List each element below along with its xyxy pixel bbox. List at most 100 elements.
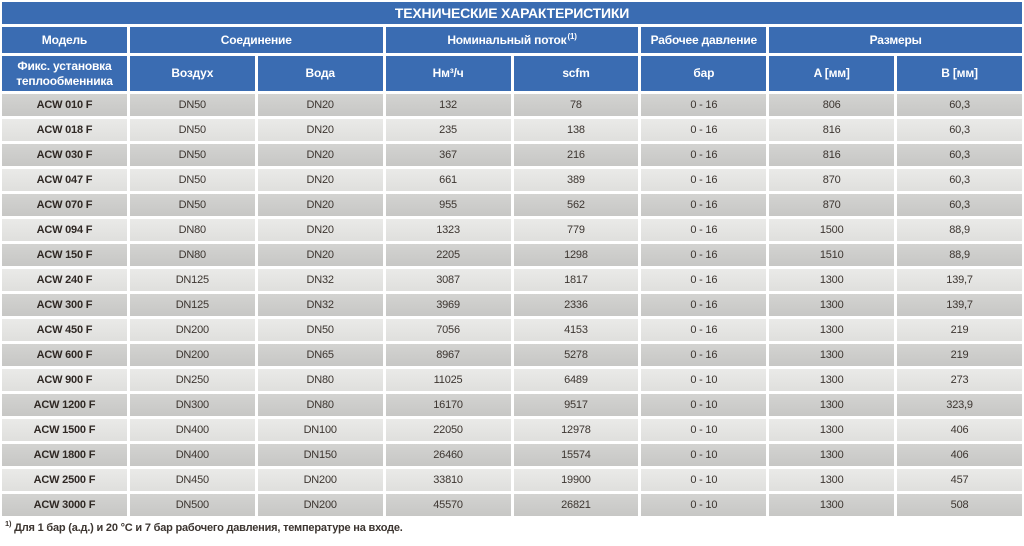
table-cell-pressure-bar: 0 - 10 (641, 419, 767, 441)
table-cell-flow-nm3h: 1323 (385, 219, 511, 241)
table-cell-dim-a: 1300 (769, 419, 895, 441)
table-cell-dim-b: 139,7 (897, 294, 1022, 316)
table-cell-water-connection: DN32 (257, 269, 383, 291)
header-group-model: Модель (2, 27, 127, 53)
table-cell-dim-b: 60,3 (897, 94, 1022, 116)
table-cell-flow-nm3h: 45570 (385, 494, 511, 516)
table-cell-air-connection: DN50 (129, 119, 255, 141)
column-header-bar: бар (641, 56, 767, 91)
table-cell-water-connection: DN80 (257, 394, 383, 416)
header-group-working-pressure: Рабочее давление (641, 27, 767, 53)
table-cell-flow-scfm: 2336 (513, 294, 639, 316)
table-cell-dim-a: 816 (769, 144, 895, 166)
table-cell-dim-a: 1300 (769, 394, 895, 416)
footnote-text: Для 1 бар (а.д.) и 20 °C и 7 бар рабочег… (11, 522, 403, 534)
table-cell-dim-b: 60,3 (897, 119, 1022, 141)
table-cell-model: ACW 3000 F (2, 494, 127, 516)
table-cell-dim-b: 219 (897, 344, 1022, 366)
table-cell-model: ACW 600 F (2, 344, 127, 366)
table-cell-model: ACW 047 F (2, 169, 127, 191)
table-cell-dim-b: 457 (897, 469, 1022, 491)
table-cell-air-connection: DN450 (129, 469, 255, 491)
table-cell-air-connection: DN125 (129, 294, 255, 316)
table-cell-flow-nm3h: 661 (385, 169, 511, 191)
table-cell-dim-b: 406 (897, 444, 1022, 466)
header-group-dimensions-label: Размеры (869, 33, 922, 47)
table-cell-dim-b: 273 (897, 369, 1022, 391)
table-cell-dim-b: 60,3 (897, 169, 1022, 191)
table-cell-air-connection: DN300 (129, 394, 255, 416)
table-footnote: 1) Для 1 бар (а.д.) и 20 °C и 7 бар рабо… (4, 519, 1024, 534)
footnote-ref-superscript: (1) (567, 32, 577, 41)
table-cell-flow-scfm: 1298 (513, 244, 639, 266)
table-cell-flow-scfm: 12978 (513, 419, 639, 441)
table-cell-dim-b: 323,9 (897, 394, 1022, 416)
table-cell-flow-nm3h: 235 (385, 119, 511, 141)
table-cell-dim-a: 870 (769, 194, 895, 216)
table-cell-pressure-bar: 0 - 16 (641, 94, 767, 116)
table-cell-pressure-bar: 0 - 10 (641, 444, 767, 466)
table-cell-dim-a: 870 (769, 169, 895, 191)
table-cell-air-connection: DN250 (129, 369, 255, 391)
table-cell-dim-a: 1500 (769, 219, 895, 241)
table-cell-pressure-bar: 0 - 16 (641, 119, 767, 141)
table-cell-dim-a: 1300 (769, 469, 895, 491)
table-cell-flow-scfm: 26821 (513, 494, 639, 516)
table-cell-air-connection: DN50 (129, 144, 255, 166)
table-cell-model: ACW 030 F (2, 144, 127, 166)
table-cell-dim-b: 88,9 (897, 219, 1022, 241)
column-header-air: Воздух (129, 56, 255, 91)
table-cell-flow-scfm: 9517 (513, 394, 639, 416)
header-group-dimensions: Размеры (769, 27, 1022, 53)
table-cell-air-connection: DN125 (129, 269, 255, 291)
footnote-marker: 1) (5, 519, 12, 529)
table-cell-pressure-bar: 0 - 16 (641, 244, 767, 266)
column-header-b-mm: B [мм] (897, 56, 1022, 91)
table-cell-flow-scfm: 6489 (513, 369, 639, 391)
table-cell-flow-nm3h: 16170 (385, 394, 511, 416)
table-cell-air-connection: DN500 (129, 494, 255, 516)
table-cell-pressure-bar: 0 - 16 (641, 344, 767, 366)
table-cell-flow-scfm: 216 (513, 144, 639, 166)
table-cell-air-connection: DN50 (129, 194, 255, 216)
table-cell-pressure-bar: 0 - 16 (641, 219, 767, 241)
table-cell-dim-a: 1510 (769, 244, 895, 266)
table-cell-model: ACW 240 F (2, 269, 127, 291)
table-cell-water-connection: DN20 (257, 194, 383, 216)
table-cell-water-connection: DN20 (257, 244, 383, 266)
table-cell-water-connection: DN32 (257, 294, 383, 316)
table-cell-model: ACW 010 F (2, 94, 127, 116)
table-cell-flow-nm3h: 26460 (385, 444, 511, 466)
table-cell-dim-b: 88,9 (897, 244, 1022, 266)
table-cell-flow-nm3h: 11025 (385, 369, 511, 391)
table-title: ТЕХНИЧЕСКИЕ ХАРАКТЕРИСТИКИ (2, 2, 1022, 24)
table-cell-model: ACW 300 F (2, 294, 127, 316)
table-cell-dim-b: 219 (897, 319, 1022, 341)
table-cell-flow-nm3h: 2205 (385, 244, 511, 266)
table-cell-water-connection: DN80 (257, 369, 383, 391)
table-cell-pressure-bar: 0 - 16 (641, 169, 767, 191)
table-cell-water-connection: DN50 (257, 319, 383, 341)
header-group-connection: Соединение (129, 27, 383, 53)
table-cell-model: ACW 150 F (2, 244, 127, 266)
table-cell-flow-scfm: 562 (513, 194, 639, 216)
table-cell-air-connection: DN200 (129, 319, 255, 341)
table-title-text: ТЕХНИЧЕСКИЕ ХАРАКТЕРИСТИКИ (394, 5, 630, 21)
table-cell-dim-a: 1300 (769, 269, 895, 291)
table-cell-flow-nm3h: 8967 (385, 344, 511, 366)
header-group-working-pressure-label: Рабочее давление (650, 33, 758, 47)
table-cell-flow-scfm: 15574 (513, 444, 639, 466)
table-cell-flow-scfm: 1817 (513, 269, 639, 291)
table-cell-flow-nm3h: 955 (385, 194, 511, 216)
table-cell-dim-a: 806 (769, 94, 895, 116)
table-cell-flow-nm3h: 367 (385, 144, 511, 166)
table-cell-dim-b: 60,3 (897, 194, 1022, 216)
table-cell-model: ACW 070 F (2, 194, 127, 216)
table-cell-model: ACW 450 F (2, 319, 127, 341)
table-cell-flow-nm3h: 22050 (385, 419, 511, 441)
column-header-nm3h: Нм³/ч (385, 56, 511, 91)
table-cell-dim-b: 139,7 (897, 269, 1022, 291)
column-header-fixed-installation: Фикс. установка теплообменника (2, 56, 127, 91)
column-header-water: Вода (257, 56, 383, 91)
